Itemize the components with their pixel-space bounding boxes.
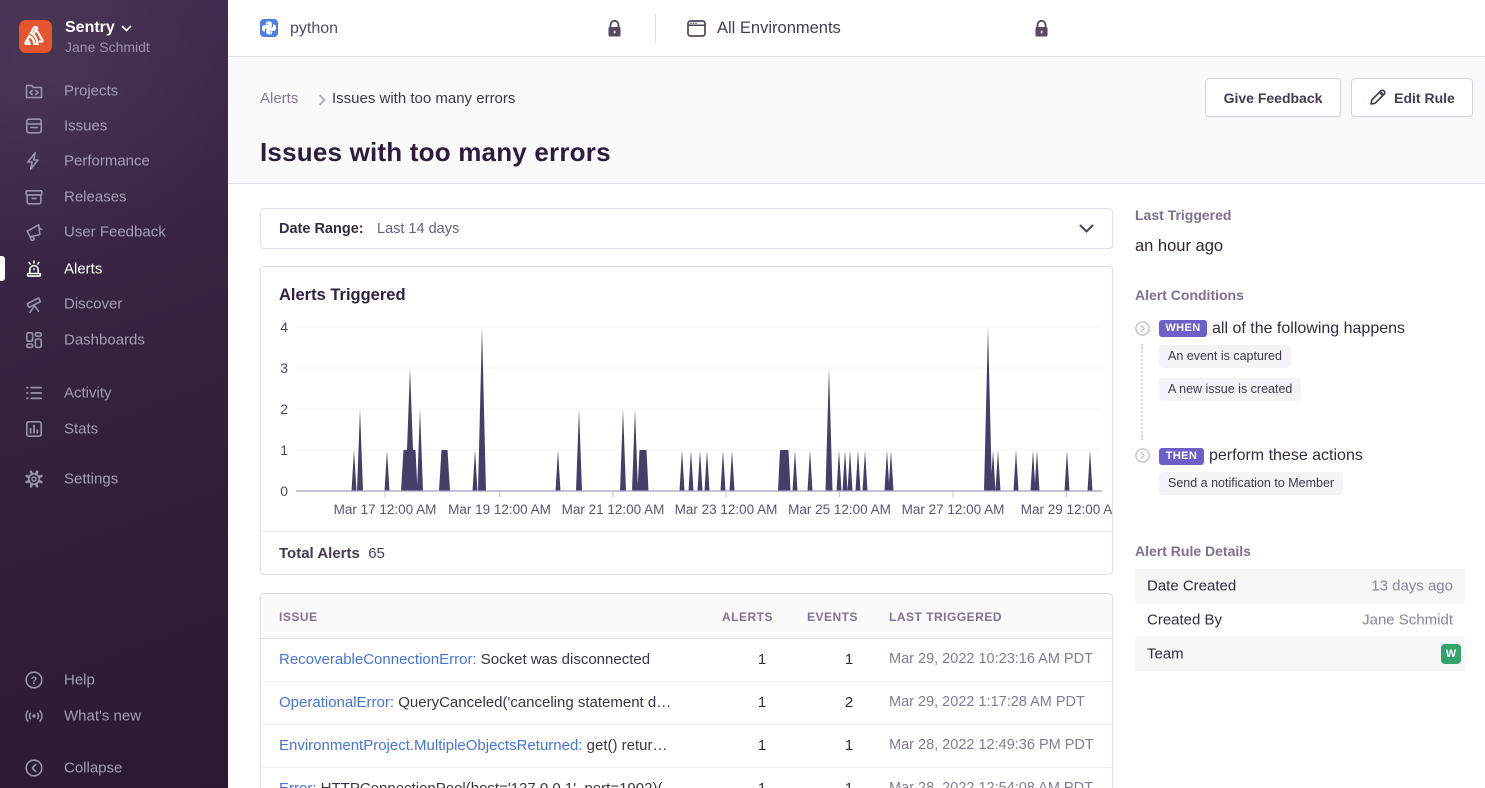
- svg-text:Mar 27 12:00 AM: Mar 27 12:00 AM: [902, 502, 1005, 517]
- svg-text:3: 3: [280, 360, 288, 376]
- svg-text:1: 1: [280, 442, 288, 458]
- svg-text:Mar 21 12:00 AM: Mar 21 12:00 AM: [562, 502, 665, 517]
- svg-text:0: 0: [280, 483, 288, 499]
- svg-text:Mar 25 12:00 AM: Mar 25 12:00 AM: [788, 502, 891, 517]
- svg-text:Mar 29 12:00 A: Mar 29 12:00 A: [1021, 502, 1112, 517]
- svg-text:?: ?: [31, 675, 38, 687]
- svg-text:Mar 17 12:00 AM: Mar 17 12:00 AM: [334, 502, 437, 517]
- svg-text:2: 2: [280, 401, 288, 417]
- svg-text:Mar 19 12:00 AM: Mar 19 12:00 AM: [448, 502, 551, 517]
- svg-text:Mar 23 12:00 AM: Mar 23 12:00 AM: [675, 502, 778, 517]
- svg-text:4: 4: [280, 319, 288, 335]
